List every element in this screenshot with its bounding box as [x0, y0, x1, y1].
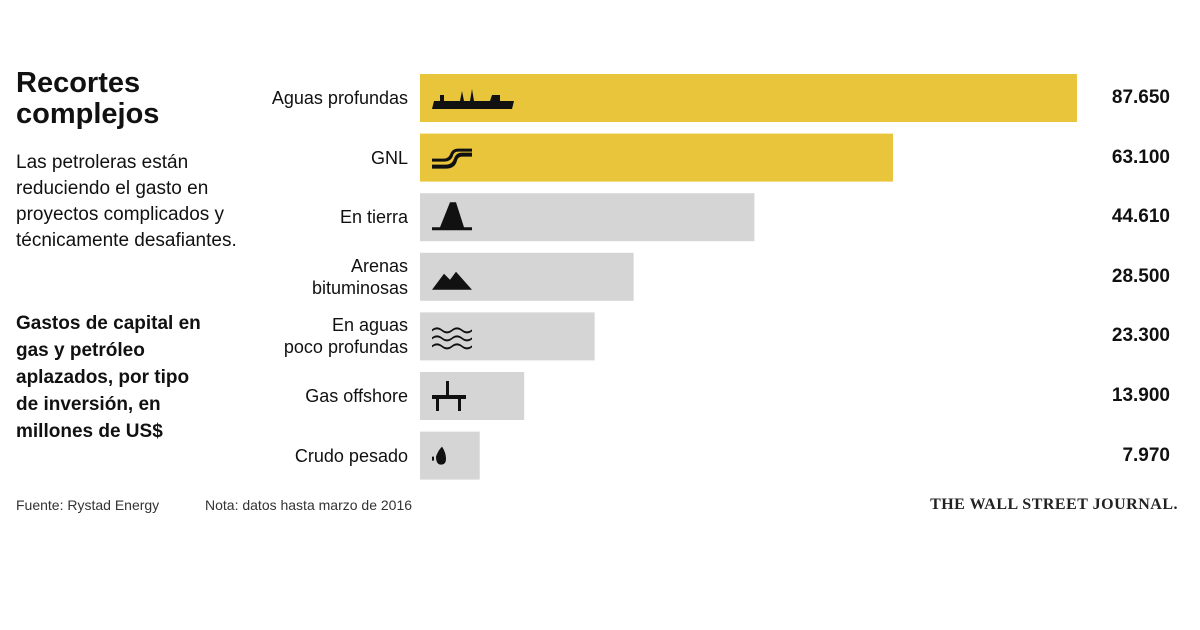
bar-icon: [432, 148, 472, 169]
value-label: 7.970: [1122, 444, 1170, 466]
category-label: Arenas bituminosas: [311, 255, 408, 298]
category-label: GNL: [370, 147, 408, 168]
value-label: 87.650: [1111, 87, 1170, 108]
bar-icon: [432, 202, 472, 231]
category-label: Crudo pesado: [294, 445, 408, 466]
headline: Recortes complejos: [16, 67, 160, 130]
bar: [420, 193, 755, 242]
category-label: Aguas profundas: [271, 88, 408, 108]
bar-icon: [432, 381, 466, 411]
brand: THE WALL STREET JOURNAL.: [930, 496, 1178, 513]
category-label: Gas offshore: [305, 386, 408, 406]
value-label: 13.900: [1111, 385, 1170, 406]
bar-icon: [432, 446, 446, 465]
category-label: En tierra: [339, 207, 408, 228]
bar: [420, 431, 480, 480]
bar: [420, 312, 595, 361]
value-label: 63.100: [1111, 146, 1170, 168]
value-label: 23.300: [1111, 325, 1170, 347]
bar: [420, 133, 893, 182]
chart-title: Gastos de capital en gas y petróleo apla…: [16, 313, 201, 442]
value-label: 28.500: [1111, 265, 1170, 287]
bar-icon: [432, 327, 472, 350]
bar: [420, 74, 1077, 122]
bar: [420, 252, 634, 301]
value-label: 44.610: [1111, 206, 1170, 228]
note: Nota: datos hasta marzo de 2016: [205, 497, 413, 513]
category-label: En aguas poco profundas: [283, 315, 408, 358]
source: Fuente: Rystad Energy: [16, 497, 160, 513]
subtitle: Las petroleras están reduciendo el gasto…: [16, 152, 237, 251]
bar-icon: [432, 89, 514, 109]
bar-icon: [432, 271, 472, 290]
